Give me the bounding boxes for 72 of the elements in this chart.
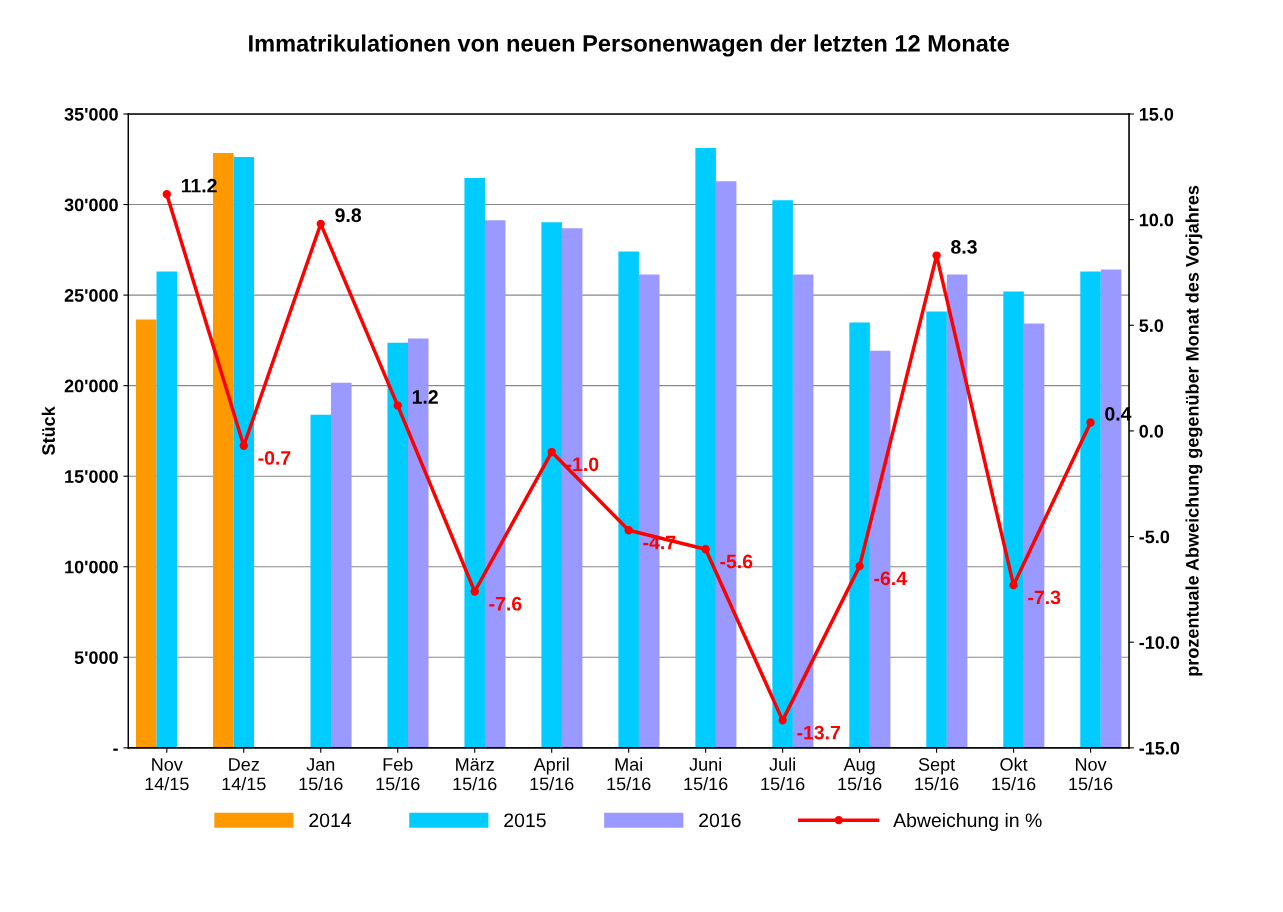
point (547, 447, 556, 457)
bar (136, 319, 157, 748)
y-tick-label: 15'000 (65, 470, 118, 483)
point (778, 716, 787, 725)
bar (946, 274, 968, 748)
bar (849, 322, 870, 748)
x-tick-label: Sept 15/16 (915, 758, 959, 791)
y2-tick-label: -5.0 (1139, 530, 1170, 544)
x-tick-label: Okt 15/16 (992, 757, 1036, 791)
y2-axis-title: prozentuale Abweichung gegenüber Monat des Vorjahres (1185, 185, 1203, 676)
legend-label: 2015 (504, 813, 546, 828)
x-tick-label: Juni 15/16 (684, 757, 728, 791)
point (162, 190, 171, 199)
point (855, 561, 864, 571)
bar (1080, 271, 1101, 748)
point (1086, 418, 1095, 427)
legend-label: Abweichung in % (893, 812, 1042, 831)
data-label: 8.3 (951, 240, 977, 254)
bar (772, 200, 793, 748)
chart-title: Immatrikulationen von neuen Personenwagen der letzten 12 Monate (249, 34, 1010, 57)
x-tick-label: März 15/16 (453, 758, 497, 791)
point (624, 526, 633, 535)
x-tick-label: Mai 15/16 (607, 757, 651, 791)
x-tick-label: Aug 15/16 (838, 758, 882, 791)
bar (926, 311, 947, 748)
x-tick-label: April 15/16 (530, 757, 574, 791)
legend-label: 2014 (309, 813, 352, 828)
point (239, 441, 248, 450)
data-label: -1.0 (566, 457, 599, 472)
point (932, 251, 941, 260)
x-tick-label: Feb 15/16 (376, 757, 420, 791)
data-label: -5.6 (720, 554, 753, 569)
point (393, 401, 402, 410)
y-tick-label: 30'000 (64, 198, 118, 212)
bar (695, 148, 716, 748)
x-tick-label: Nov 14/15 (145, 758, 189, 791)
data-label: 9.8 (335, 208, 362, 223)
data-label: -0.7 (258, 451, 291, 465)
data-label: -7.6 (489, 596, 522, 611)
data-label: 1.2 (412, 390, 438, 404)
y-tick-label: 5'000 (74, 651, 118, 665)
data-label: -6.4 (874, 571, 907, 586)
point (701, 545, 710, 554)
bar (1003, 291, 1024, 748)
x-tick-label: Nov 15/16 (1069, 758, 1113, 791)
bar (618, 251, 639, 748)
bar (331, 382, 352, 748)
bar (233, 157, 255, 748)
bar (464, 178, 485, 748)
y2-tick-label: -10.0 (1139, 636, 1180, 649)
y2-tick-label: 5.0 (1139, 319, 1164, 332)
bar (310, 414, 332, 748)
x-tick-label: Dez 14/15 (222, 758, 266, 791)
y-axis-title: Stück (41, 406, 55, 455)
y-tick-label: 35'000 (64, 107, 118, 121)
bar (541, 222, 562, 748)
y2-tick-label: 15.0 (1139, 107, 1174, 121)
y-tick-label: - (113, 748, 118, 751)
x-tick-label: Jan 15/16 (299, 758, 343, 791)
x-tick-label: Juli 15/16 (761, 757, 805, 791)
y2-tick-label: 10.0 (1139, 213, 1174, 227)
data-label: -7.3 (1028, 590, 1061, 605)
bar (387, 342, 408, 748)
y2-tick-label: -15.0 (1139, 741, 1180, 755)
bar (156, 271, 178, 748)
legend-label: 2016 (699, 813, 741, 828)
point (470, 587, 479, 596)
y2-tick-label: 0.0 (1139, 424, 1164, 438)
y-tick-label: 10'000 (65, 560, 118, 574)
y-tick-label: 25'000 (64, 289, 118, 302)
y-tick-label: 20'000 (64, 379, 118, 393)
data-label: -13.7 (797, 725, 840, 740)
